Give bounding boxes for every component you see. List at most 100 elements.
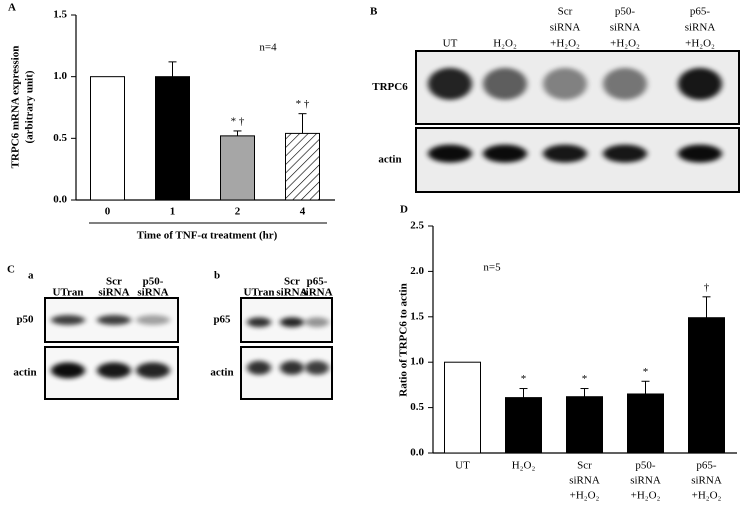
blot-band bbox=[247, 317, 271, 328]
blot-band bbox=[678, 67, 722, 100]
x-tick-label: UT bbox=[455, 460, 470, 472]
lane-label: UT bbox=[443, 38, 458, 50]
row-label: TRPC6 bbox=[372, 81, 408, 93]
significance-mark: * bbox=[643, 366, 649, 378]
panel-label: D bbox=[400, 204, 408, 216]
lane-label: Scr bbox=[106, 276, 122, 288]
blot-band bbox=[97, 315, 131, 325]
panel-label: C bbox=[7, 264, 15, 276]
y-tick-label: 0.5 bbox=[53, 132, 67, 144]
significance-mark: * † bbox=[231, 115, 245, 127]
x-axis-label: Time of TNF-α treatment (hr) bbox=[137, 230, 278, 242]
blot-band bbox=[247, 360, 271, 375]
significance-mark: * bbox=[521, 373, 527, 385]
lane-label: H₂O₂ bbox=[493, 38, 517, 50]
blot-band bbox=[603, 144, 647, 163]
annotation: n=4 bbox=[259, 42, 277, 54]
significance-mark: * † bbox=[296, 98, 310, 110]
x-tick-label: H₂O₂ bbox=[512, 460, 536, 472]
bar bbox=[155, 76, 190, 201]
blot-band bbox=[305, 360, 329, 375]
blot-band bbox=[305, 317, 329, 328]
x-tick-label: siRNA bbox=[691, 475, 722, 487]
y-tick-label: 1.5 bbox=[53, 9, 67, 21]
lane-label: siRNA bbox=[610, 22, 641, 34]
row-label: actin bbox=[378, 154, 401, 166]
bar bbox=[285, 132, 320, 201]
blot-band bbox=[543, 67, 587, 100]
lane-label: siRNA bbox=[301, 287, 332, 299]
lane-label: p65- bbox=[307, 276, 328, 288]
y-tick-label: 0.0 bbox=[410, 447, 424, 459]
y-tick-label: 0.0 bbox=[53, 194, 67, 206]
x-tick-label: Scr bbox=[577, 460, 592, 472]
x-tick-label: p50- bbox=[635, 460, 656, 472]
lane-label: +H₂O₂ bbox=[685, 38, 715, 50]
y-tick-label: 1.0 bbox=[53, 70, 67, 82]
lane-label: siRNA bbox=[685, 22, 716, 34]
blot-band bbox=[428, 67, 472, 100]
lane-label: Scr bbox=[558, 6, 573, 18]
significance-mark: † bbox=[704, 281, 710, 293]
blot-band bbox=[97, 362, 131, 379]
blot-band bbox=[136, 315, 170, 325]
blot-band bbox=[483, 67, 527, 100]
bar bbox=[688, 317, 725, 454]
y-tick-label: 2.0 bbox=[410, 265, 424, 277]
lane-label: siRNA bbox=[98, 287, 129, 299]
subpanel-label: a bbox=[28, 270, 34, 282]
lane-label: p50- bbox=[143, 276, 164, 288]
x-tick-label: +H₂O₂ bbox=[631, 490, 661, 502]
bar bbox=[220, 135, 255, 201]
significance-mark: * bbox=[582, 373, 588, 385]
lane-label: +H₂O₂ bbox=[550, 38, 580, 50]
blot-band bbox=[483, 144, 527, 163]
x-tick-label: siRNA bbox=[569, 475, 600, 487]
blot-band bbox=[280, 360, 304, 375]
blot-band bbox=[136, 362, 170, 379]
bar bbox=[566, 396, 603, 454]
subpanel-label: b bbox=[214, 270, 220, 282]
x-tick-label: siRNA bbox=[630, 475, 661, 487]
annotation: n=5 bbox=[483, 262, 501, 274]
row-label: actin bbox=[210, 367, 233, 379]
panel-label: A bbox=[8, 2, 16, 14]
panel-label: B bbox=[370, 6, 378, 18]
bar bbox=[505, 397, 542, 454]
blot-band bbox=[51, 362, 85, 379]
blot-band bbox=[678, 144, 722, 163]
blot-band bbox=[51, 315, 85, 325]
blot-band bbox=[543, 144, 587, 163]
lane-label: Scr bbox=[284, 276, 300, 288]
bar bbox=[627, 393, 664, 454]
blot-band bbox=[428, 144, 472, 163]
row-label: actin bbox=[13, 367, 36, 379]
x-tick-label: +H₂O₂ bbox=[570, 490, 600, 502]
x-tick-label: +H₂O₂ bbox=[692, 490, 722, 502]
lane-label: p50- bbox=[615, 6, 636, 18]
y-tick-label: 1.5 bbox=[410, 310, 424, 322]
bar bbox=[90, 76, 125, 201]
lane-label: siRNA bbox=[137, 287, 168, 299]
x-tick-label: 2 bbox=[235, 206, 241, 218]
lane-label: +H₂O₂ bbox=[610, 38, 640, 50]
y-tick-label: 2.5 bbox=[410, 220, 424, 232]
y-axis-label: (arbitrary unit) bbox=[24, 70, 36, 143]
lane-label: siRNA bbox=[550, 22, 581, 34]
blot-band bbox=[603, 67, 647, 100]
lane-label: siRNA bbox=[276, 287, 307, 299]
y-axis-label: Ratio of TRPC6 to actin bbox=[398, 283, 410, 396]
row-label: p65 bbox=[213, 314, 231, 326]
lane-label: UTran bbox=[53, 287, 84, 299]
lane-label: UTran bbox=[244, 287, 275, 299]
y-axis-label: TRPC6 mRNA expression bbox=[10, 46, 22, 169]
row-label: p50 bbox=[16, 314, 34, 326]
bar bbox=[444, 361, 481, 454]
lane-label: p65- bbox=[690, 6, 711, 18]
x-tick-label: 4 bbox=[300, 206, 306, 218]
x-tick-label: p65- bbox=[696, 460, 717, 472]
y-tick-label: 1.0 bbox=[410, 356, 424, 368]
x-tick-label: 0 bbox=[105, 206, 111, 218]
